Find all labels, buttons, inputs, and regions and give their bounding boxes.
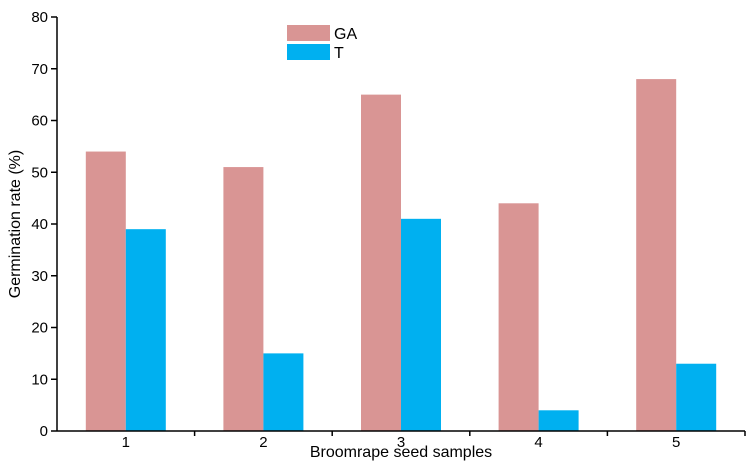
legend-label-ga: GA (334, 26, 357, 43)
y-tick-label-30: 30 (31, 268, 48, 285)
y-tick-label-20: 20 (31, 320, 48, 337)
y-tick-label-40: 40 (31, 216, 48, 233)
legend-swatch-t (287, 44, 330, 60)
x-tick-label-3: 3 (397, 434, 405, 451)
y-axis-title: Germination rate (%) (7, 150, 24, 299)
bar-t-sample-4 (538, 410, 579, 431)
bars-layer (85, 79, 717, 432)
x-tick-label-1: 1 (122, 434, 130, 451)
bar-t-sample-5 (676, 363, 717, 431)
y-tick-label-50: 50 (31, 164, 48, 181)
y-tick-label-80: 80 (31, 9, 48, 26)
y-tick-label-70: 70 (31, 61, 48, 78)
bar-ga-sample-3 (361, 94, 401, 431)
x-tick-label-2: 2 (259, 434, 267, 451)
x-tick-label-4: 4 (534, 434, 542, 451)
x-axis-title: Broomrape seed samples (310, 444, 492, 461)
bar-t-sample-3 (401, 218, 441, 431)
bar-ga-sample-4 (498, 203, 539, 431)
y-tick-label-0: 0 (40, 423, 48, 440)
legend: GA T (287, 25, 357, 62)
y-tick-label-10: 10 (31, 371, 48, 388)
legend-swatch-ga (287, 25, 330, 41)
bar-ga-sample-2 (223, 167, 264, 431)
x-tick-label-5: 5 (672, 434, 680, 451)
legend-label-t: T (334, 45, 344, 62)
bar-ga-sample-5 (636, 79, 677, 431)
bar-t-sample-1 (125, 229, 166, 431)
bar-t-sample-2 (263, 353, 304, 431)
axes-layer: 0 10 20 30 40 50 60 70 80 1 2 3 4 5 (31, 9, 746, 451)
y-tick-label-60: 60 (31, 113, 48, 130)
bar-ga-sample-1 (85, 151, 126, 432)
